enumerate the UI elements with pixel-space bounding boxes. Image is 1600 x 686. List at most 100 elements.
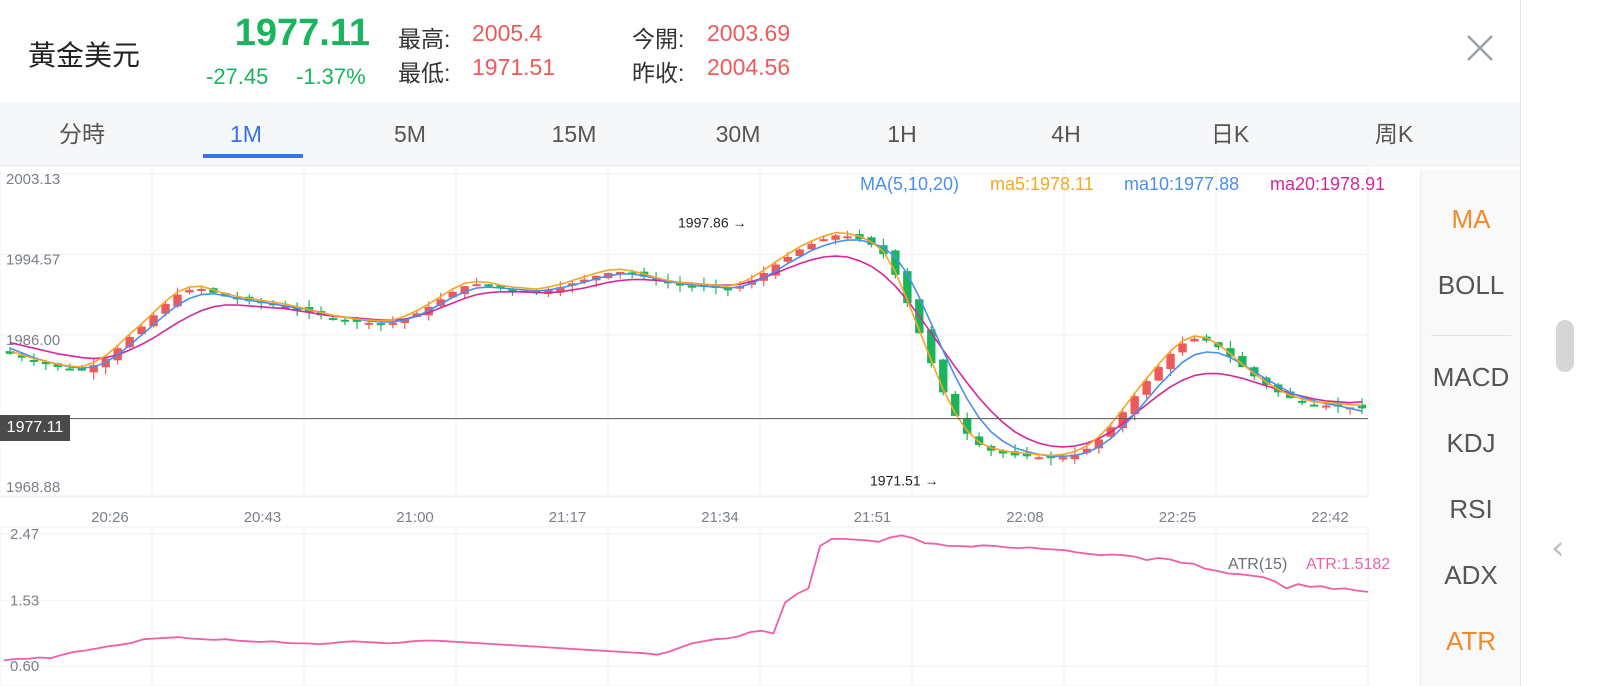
instrument-name: 黃金美元 bbox=[28, 40, 141, 71]
candle-body bbox=[161, 304, 170, 314]
chevron-left-icon[interactable]: ‹ bbox=[1551, 528, 1565, 568]
candle-body bbox=[1058, 457, 1068, 460]
indicator-boll[interactable]: BOLL bbox=[1437, 270, 1505, 300]
candle-body bbox=[1118, 412, 1127, 429]
atr-y-tick-label: 0.60 bbox=[10, 658, 39, 675]
tab-1h[interactable]: 1H bbox=[887, 121, 917, 147]
low-annotation: 1971.51 → bbox=[870, 472, 939, 488]
atr-y-tick-label: 1.53 bbox=[10, 592, 39, 609]
candle-body bbox=[436, 299, 445, 306]
candle-body bbox=[867, 237, 876, 245]
tab-4h[interactable]: 4H bbox=[1051, 121, 1081, 147]
tab-5m[interactable]: 5M bbox=[394, 121, 426, 147]
candle-body bbox=[795, 249, 804, 257]
prev-close-label: 昨收: bbox=[632, 60, 685, 86]
candle-body bbox=[137, 326, 146, 335]
tab-timeshare[interactable]: 分時 bbox=[59, 121, 105, 147]
tab-1m[interactable]: 1M bbox=[230, 121, 262, 147]
kline-chart[interactable]: 2003.13 1994.57 1986.00 1968.88 2.47 1.53 0.60… bbox=[0, 166, 1420, 686]
candle-body bbox=[1298, 400, 1307, 403]
candle-body bbox=[1142, 381, 1151, 395]
candle-body bbox=[17, 355, 27, 358]
ma20-legend: ma20:1978.91 bbox=[1270, 174, 1386, 194]
tab-weekly[interactable]: 周K bbox=[1374, 121, 1414, 147]
candle-body bbox=[843, 236, 852, 239]
candle-body bbox=[1274, 384, 1283, 393]
candle-body bbox=[1022, 452, 1032, 457]
tab-30m[interactable]: 30M bbox=[715, 121, 761, 147]
candle-body bbox=[783, 257, 792, 262]
low-value: 1971.51 bbox=[472, 54, 556, 80]
change-percent: -1.37% bbox=[296, 64, 366, 89]
candle-body bbox=[819, 239, 828, 242]
scroll-handle[interactable] bbox=[1556, 320, 1574, 372]
candle-body bbox=[185, 289, 194, 293]
x-tick-label: 21:51 bbox=[854, 509, 892, 526]
candle-body bbox=[364, 322, 374, 325]
ma10-legend: ma10:1977.88 bbox=[1124, 174, 1240, 194]
close-icon bbox=[1467, 35, 1493, 61]
chart-window: 黃金美元 1977.11 -27.45 -1.37% 最高: 2005.4 最低… bbox=[0, 0, 1520, 686]
active-tab-indicator bbox=[203, 154, 303, 158]
candle-body bbox=[927, 329, 936, 364]
x-tick-label: 21:00 bbox=[396, 509, 434, 526]
candle-body bbox=[41, 361, 51, 365]
candle-body bbox=[1178, 343, 1187, 353]
tab-15m[interactable]: 15M bbox=[551, 121, 597, 147]
close-button[interactable] bbox=[1462, 30, 1498, 66]
candle-body bbox=[65, 368, 74, 371]
candle-body bbox=[5, 351, 15, 354]
indicator-atr[interactable]: ATR bbox=[1445, 626, 1497, 656]
candle-body bbox=[962, 418, 972, 434]
indicator-kdj[interactable]: KDJ bbox=[1446, 428, 1496, 458]
candle-body bbox=[1226, 348, 1235, 357]
quote-header: 黃金美元 1977.11 -27.45 -1.37% 最高: 2005.4 最低… bbox=[0, 0, 1520, 102]
candle-body bbox=[711, 284, 721, 289]
candle-body bbox=[1046, 456, 1056, 459]
x-tick-label: 22:25 bbox=[1159, 509, 1197, 526]
indicator-separator bbox=[1431, 335, 1511, 336]
indicator-macd[interactable]: MACD bbox=[1432, 362, 1510, 392]
ma-legend-title: MA(5,10,20) bbox=[860, 174, 960, 194]
atr-line bbox=[3, 534, 1369, 662]
candle-body bbox=[1357, 404, 1367, 409]
x-tick-label: 22:08 bbox=[1006, 509, 1044, 526]
y-tick-label: 1968.88 bbox=[6, 479, 60, 496]
x-tick-label: 21:17 bbox=[549, 509, 587, 526]
candle-body bbox=[388, 322, 398, 325]
candle-body bbox=[173, 294, 182, 307]
candle-body bbox=[125, 336, 134, 348]
candle-body bbox=[292, 308, 302, 311]
candle-body bbox=[1034, 457, 1044, 460]
x-tick-label: 20:26 bbox=[91, 509, 129, 526]
atr-legend-title: ATR(15) bbox=[1228, 556, 1288, 573]
candle-body bbox=[807, 243, 816, 250]
main-panel bbox=[0, 166, 1369, 498]
candle-body bbox=[412, 313, 421, 317]
current-price-tag: 1977.11 bbox=[0, 415, 70, 441]
candle-body bbox=[1094, 439, 1103, 449]
ma5-line bbox=[9, 231, 1363, 457]
high-label: 最高: bbox=[398, 26, 451, 52]
candle-body bbox=[891, 250, 900, 275]
candle-body bbox=[951, 393, 960, 416]
candle-body bbox=[687, 285, 697, 288]
indicator-ma[interactable]: MA bbox=[1451, 204, 1491, 234]
candle-body bbox=[280, 306, 290, 309]
candle-body bbox=[197, 288, 206, 291]
candle-body bbox=[484, 284, 493, 287]
indicator-rsi[interactable]: RSI bbox=[1449, 494, 1493, 524]
atr-y-tick-label: 2.47 bbox=[10, 526, 39, 543]
chart-canvas[interactable]: 2003.13 1994.57 1986.00 1968.88 2.47 1.53 0.60… bbox=[0, 166, 1420, 686]
candle-body bbox=[1154, 367, 1163, 381]
tab-daily[interactable]: 日K bbox=[1210, 121, 1250, 147]
candle-body bbox=[340, 319, 350, 322]
candle-body bbox=[400, 319, 410, 323]
last-price: 1977.11 bbox=[234, 12, 370, 54]
candle-body bbox=[352, 318, 362, 322]
indicator-adx[interactable]: ADX bbox=[1444, 560, 1498, 590]
change-absolute: -27.45 bbox=[206, 64, 269, 89]
candle-body bbox=[939, 359, 948, 393]
open-value: 2003.69 bbox=[707, 20, 791, 46]
candle-body bbox=[831, 235, 840, 240]
